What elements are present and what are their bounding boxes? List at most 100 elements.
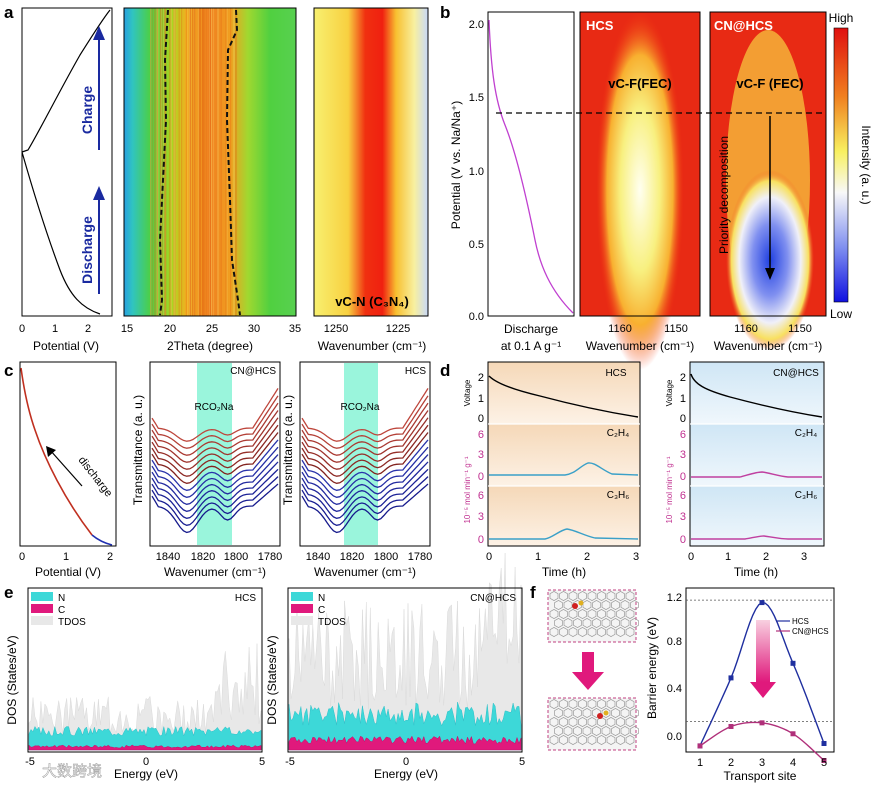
- f-point-hcs: [759, 600, 765, 606]
- f-xticks: 1 2 3 4 5: [697, 757, 827, 769]
- d-xticks2: 0 1 2 3: [688, 551, 807, 563]
- f-point-cnhcs: [821, 758, 827, 764]
- d-vtick: 0: [478, 413, 484, 425]
- a-xticks1: 0 1 2: [19, 323, 91, 335]
- d-hcs-c3h6-curve: [489, 528, 639, 540]
- d-ratetick: 3: [478, 511, 484, 523]
- d-ratetick: 6: [680, 490, 686, 502]
- colorbar: [833, 27, 849, 303]
- e-ylabel-1: DOS (States/eV): [5, 635, 19, 724]
- d-xtick: 3: [633, 551, 639, 563]
- f-ylabel: Barrier energy (eV): [645, 617, 659, 719]
- d-hcs-c2h4: C₂H₄: [607, 428, 629, 439]
- a-xlabel3: Wavenumber (cm⁻¹): [318, 339, 427, 353]
- a-xtick: 0: [19, 323, 25, 335]
- e-xlabel-2: Energy (eV): [374, 767, 438, 781]
- discharge-arrow-head: [93, 186, 105, 200]
- c-rco2na-2: RCO₂Na: [341, 402, 380, 413]
- e-xtick: 0: [403, 756, 409, 768]
- a-xtick: 2: [85, 323, 91, 335]
- c-xtick: 1840: [156, 551, 180, 563]
- c-rco2na-1: RCO₂Na: [195, 402, 234, 413]
- a-xlabel1: Potential (V): [33, 339, 99, 353]
- d-hcs-voltage-curve: [488, 375, 639, 418]
- f-point-cnhcs: [728, 723, 734, 729]
- d-hcs-c2h4-curve: [489, 462, 639, 476]
- d-ratetick: 0: [680, 534, 686, 546]
- a-xtick: 20: [164, 323, 176, 335]
- b-xtick: 1160: [608, 323, 632, 335]
- b-xtick: 1150: [788, 323, 812, 335]
- e-leg-tdos-swatch-2: [291, 616, 313, 625]
- b-ytick: 1.5: [469, 92, 484, 104]
- b-cnhcs-title: CN@HCS: [714, 18, 773, 33]
- f-point-hcs: [728, 675, 734, 681]
- e-leg-n-swatch-2: [291, 592, 313, 601]
- b-xticks: 1160 1150 1160 1150: [608, 323, 812, 335]
- a-xticks2: 15 20 25 30 35: [121, 323, 301, 335]
- e-xlabel-1: Energy (eV): [114, 767, 178, 781]
- f-xtick: 1: [697, 757, 703, 769]
- b-discharge-curve: [488, 19, 574, 314]
- panel-label-a: a: [4, 3, 14, 22]
- f-point-cnhcs: [790, 731, 796, 737]
- e-leg-c-2: C: [318, 605, 325, 616]
- structure-bottom: [547, 697, 639, 751]
- b-ytick: 0.0: [469, 311, 484, 323]
- b-x1: Discharge: [504, 322, 558, 336]
- e-xtick: 5: [519, 756, 525, 768]
- c-discharge-curve-blue: [91, 534, 113, 546]
- d-ratetick: 6: [478, 429, 484, 441]
- e-xtick: 5: [259, 756, 265, 768]
- c-xticks1: 0 1 2: [19, 551, 113, 563]
- c-xtick: 1840: [306, 551, 330, 563]
- d-cn-c3h6-curve: [691, 535, 822, 540]
- hcs-spot: [596, 10, 684, 370]
- d-ratetick: 3: [680, 449, 686, 461]
- d-hcs-c3h6: C₃H₆: [607, 490, 630, 501]
- e-dos1-plot: [28, 643, 262, 751]
- d-cn-voltage-curve: [690, 373, 823, 418]
- b-xtick: 1150: [664, 323, 688, 335]
- cbar-low: Low: [830, 307, 852, 321]
- panel-label-d: d: [440, 361, 450, 380]
- c-xtick: 1780: [408, 551, 432, 563]
- a-charge-curve: [21, 9, 111, 153]
- f-xtick: 3: [759, 757, 765, 769]
- e-xtick: -5: [285, 756, 295, 768]
- b-voltage-frame: [487, 11, 575, 317]
- c-xtick: 1780: [258, 551, 282, 563]
- panel-label-c: c: [4, 361, 13, 380]
- f-leg-cnhcs: CN@HCS: [792, 627, 829, 636]
- b-xlabel-2: Wavenumber (cm⁻¹): [714, 339, 823, 353]
- d-xlabel-1: Time (h): [542, 565, 586, 579]
- d-vticks-2: 2 1 0: [680, 372, 686, 425]
- d-ratetick: 6: [680, 429, 686, 441]
- b-ytick: 2.0: [469, 19, 484, 31]
- charge-arrow-head: [93, 26, 105, 40]
- c-discharge-curve-red: [20, 367, 93, 536]
- d-cn-title: CN@HCS: [773, 368, 819, 379]
- panel-label-e: e: [4, 583, 13, 602]
- e-leg-c-swatch: [31, 604, 53, 613]
- structure-top: [547, 589, 639, 643]
- b-ylabel: Potential (V vs. Na/Na⁺): [449, 101, 463, 229]
- e-xticks1: -5 0 5: [25, 756, 265, 768]
- d-cn-c2h4-bg: [690, 424, 824, 486]
- a-cn-annotation: vC-N (C₃N₄): [335, 294, 409, 309]
- d-rateticks: 6 3 0 6 3 0: [478, 429, 484, 546]
- d-xtick: 0: [688, 551, 694, 563]
- f-yticks: 0.0 0.4 0.8 1.2: [667, 592, 682, 743]
- f-point-cnhcs: [697, 743, 703, 749]
- b-x1b: at 0.1 A g⁻¹: [501, 339, 561, 353]
- d-xtick: 3: [801, 551, 807, 563]
- a-voltage-frame: [21, 7, 113, 317]
- d-cn-c3h6-bg: [690, 486, 824, 546]
- c-ir2-curves: [301, 388, 429, 534]
- b-yticks: 0.0 0.5 1.0 1.5 2.0: [469, 19, 484, 323]
- d-xtick: 1: [725, 551, 731, 563]
- d-vtick: 1: [680, 393, 686, 405]
- c-xtick: 2: [107, 551, 113, 563]
- d-vtick: 2: [680, 372, 686, 384]
